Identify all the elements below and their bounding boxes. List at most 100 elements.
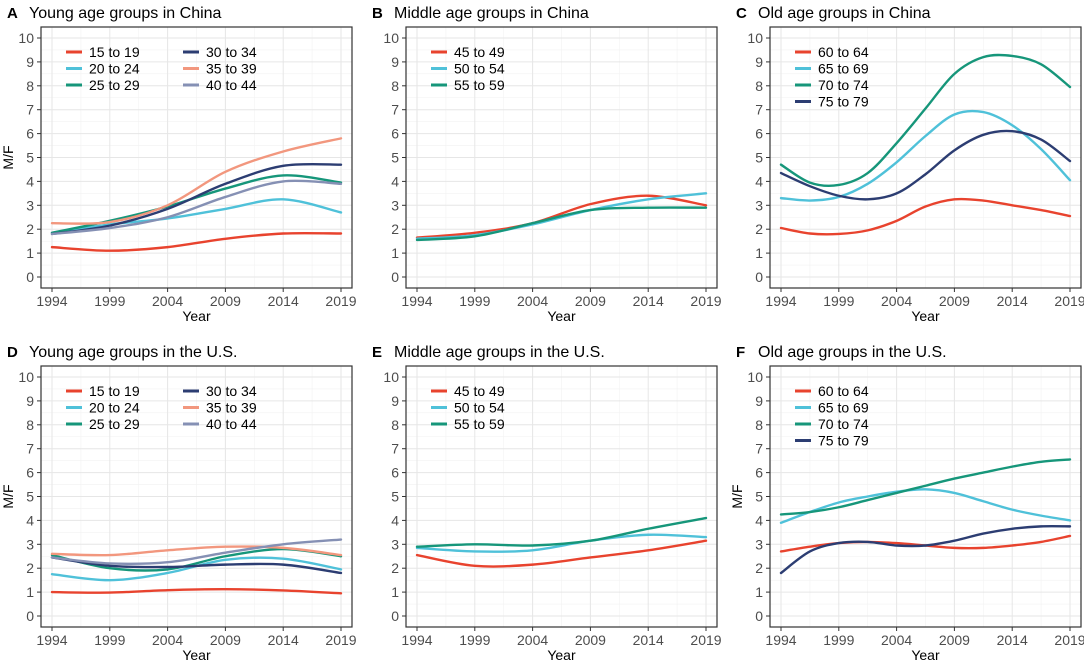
series-lines <box>779 458 1072 575</box>
legend-label: 15 to 19 <box>89 383 140 399</box>
legend-item: 60 to 64 <box>795 383 869 399</box>
y-tick-label: 5 <box>391 489 399 505</box>
legend-item: 30 to 34 <box>183 44 257 60</box>
legend-label: 65 to 69 <box>818 400 869 416</box>
legend-label: 50 to 54 <box>454 61 505 77</box>
y-tick-label: 3 <box>26 536 34 552</box>
x-axis-label: Year <box>911 308 940 324</box>
y-tick-label: 0 <box>391 608 399 624</box>
x-tick-label: 1994 <box>401 632 432 648</box>
y-tick-label: 3 <box>391 197 399 213</box>
x-tick-label: 1994 <box>765 293 796 309</box>
y-tick-label: 9 <box>26 393 34 409</box>
x-axis-label: Year <box>911 647 940 663</box>
plot-border <box>769 365 1082 628</box>
x-axis-label: Year <box>547 308 576 324</box>
legend-label: 35 to 39 <box>206 400 257 416</box>
legend-label: 70 to 74 <box>818 416 869 432</box>
y-tick-label: 6 <box>391 126 399 142</box>
y-tick-label: 7 <box>755 441 763 457</box>
x-tick-label: 2014 <box>268 293 299 309</box>
y-tick-label: 7 <box>755 102 763 118</box>
x-tick-label: 2019 <box>1054 293 1084 309</box>
y-tick-label: 2 <box>26 560 34 576</box>
y-axis-label: M/F <box>0 484 16 508</box>
y-tick-label: 3 <box>755 197 763 213</box>
y-tick-label: 0 <box>755 269 763 285</box>
series-lines <box>779 53 1072 236</box>
x-tick-label: 2019 <box>1054 632 1084 648</box>
y-tick-label: 2 <box>755 560 763 576</box>
panel-title: Young age groups in the U.S. <box>29 344 237 361</box>
y-tick-label: 7 <box>391 102 399 118</box>
legend-item: 40 to 44 <box>183 77 257 93</box>
panel-title: Middle age groups in the U.S. <box>394 344 605 361</box>
legend-label: 40 to 44 <box>206 416 257 432</box>
panel-b: 0 1 2 3 4 5 6 7 8 9 10 1994 1999 2004 2009 2014 2019 45 t… <box>372 5 722 324</box>
series-line-50-to-54 <box>415 533 708 553</box>
y-tick-label: 1 <box>755 245 763 261</box>
legend-item: 65 to 69 <box>795 400 869 416</box>
x-tick-label: 2019 <box>325 293 356 309</box>
legend-item: 35 to 39 <box>183 400 257 416</box>
panel-title: Old age groups in the U.S. <box>758 344 947 361</box>
minor-gridlines <box>41 366 352 627</box>
x-tick-label: 2009 <box>210 293 241 309</box>
y-tick-label: 9 <box>26 54 34 70</box>
y-tick-label: 0 <box>26 269 34 285</box>
y-tick-label: 9 <box>755 54 763 70</box>
legend-item: 65 to 69 <box>795 61 869 77</box>
legend-label: 75 to 79 <box>818 94 869 110</box>
x-tick-label: 2009 <box>575 632 606 648</box>
y-tick-label: 6 <box>755 126 763 142</box>
y-tick-label: 10 <box>18 30 34 46</box>
y-tick-label: 8 <box>391 78 399 94</box>
series-line-60-to-64 <box>779 197 1072 236</box>
legend-label: 25 to 29 <box>89 77 140 93</box>
legend-item: 40 to 44 <box>183 416 257 432</box>
legend-item: 60 to 64 <box>795 44 869 60</box>
plot-border <box>40 26 353 289</box>
legend-label: 15 to 19 <box>89 44 140 60</box>
y-tick-label: 4 <box>26 512 34 528</box>
y-axis-label: M/F <box>0 145 16 169</box>
x-axis-label: Year <box>182 308 211 324</box>
y-tick-label: 10 <box>383 369 399 385</box>
panel-c: 0 1 2 3 4 5 6 7 8 9 10 1994 1999 2004 2009 2014 2019 60 t… <box>736 5 1084 324</box>
series-line-40-to-44 <box>50 538 343 566</box>
series-line-65-to-69 <box>779 488 1072 524</box>
legend-item: 35 to 39 <box>183 61 257 77</box>
legend-item: 45 to 49 <box>431 44 505 60</box>
legend-item: 75 to 79 <box>795 433 869 449</box>
y-tick-label: 9 <box>391 54 399 70</box>
y-tick-label: 10 <box>383 30 399 46</box>
series-line-55-to-59 <box>415 516 708 548</box>
y-tick-label: 3 <box>26 197 34 213</box>
y-tick-label: 10 <box>747 369 763 385</box>
x-tick-label: 2009 <box>939 293 970 309</box>
y-tick-label: 6 <box>26 126 34 142</box>
y-tick-label: 4 <box>391 173 399 189</box>
legend-item: 70 to 74 <box>795 416 869 432</box>
series-line-70-to-74 <box>779 53 1072 188</box>
panel-title: Young age groups in China <box>29 5 222 22</box>
legend-label: 45 to 49 <box>454 383 505 399</box>
series-line-70-to-74 <box>779 458 1072 516</box>
x-axis-label: Year <box>182 647 211 663</box>
y-tick-label: 2 <box>755 221 763 237</box>
series-line-35-to-39 <box>50 137 343 225</box>
series-line-30-to-34 <box>50 162 343 236</box>
series-lines <box>415 516 708 568</box>
y-tick-label: 4 <box>26 173 34 189</box>
series-line-75-to-79 <box>779 129 1072 201</box>
series-lines <box>50 137 343 252</box>
panel-letter: C <box>736 5 747 22</box>
legend-label: 55 to 59 <box>454 416 505 432</box>
x-tick-label: 2009 <box>210 632 241 648</box>
y-tick-label: 5 <box>26 489 34 505</box>
y-tick-label: 1 <box>755 584 763 600</box>
legend-label: 30 to 34 <box>206 383 257 399</box>
panel-title: Old age groups in China <box>758 5 931 22</box>
y-tick-label: 0 <box>391 269 399 285</box>
